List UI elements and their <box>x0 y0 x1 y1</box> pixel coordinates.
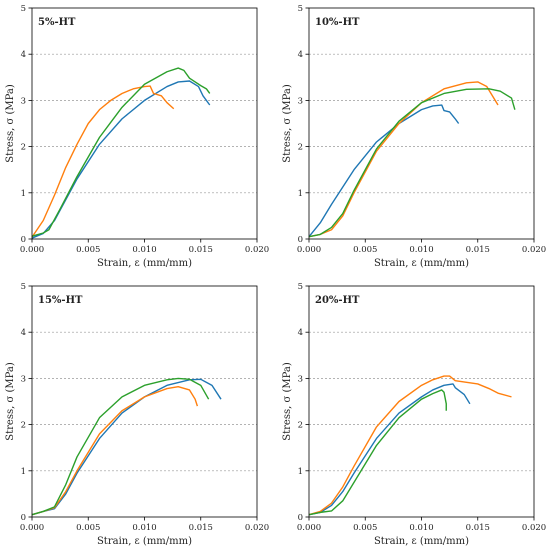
y-tick-label: 2 <box>21 421 26 431</box>
series-line-1 <box>308 383 471 516</box>
axes-frame <box>31 7 258 240</box>
series-line-2 <box>308 81 499 238</box>
series-line-1 <box>31 378 222 516</box>
x-tick-label: 0.020 <box>245 245 269 255</box>
x-tick-label: 0.000 <box>297 245 321 255</box>
y-tick-label: 4 <box>298 328 303 338</box>
y-tick-label: 2 <box>298 421 303 431</box>
y-tick-label: 3 <box>298 374 303 384</box>
chart-panel-2: 0.000 0.005 0.010 0.015 0.020 0 1 2 3 4 5 Strain, ε… <box>282 4 546 269</box>
x-tick-label: 0.000 <box>20 523 44 533</box>
x-tick-label: 0.005 <box>76 245 100 255</box>
x-tick-label: 0.005 <box>76 523 100 533</box>
x-tick-label: 0.015 <box>466 523 490 533</box>
y-tick-label: 1 <box>21 189 26 199</box>
series-line-1 <box>31 80 211 239</box>
y-axis-label: Stress, σ (MPa) <box>5 362 16 441</box>
series-line-2 <box>308 375 512 516</box>
y-tick-label: 1 <box>298 189 303 199</box>
x-tick-label: 0.000 <box>297 523 321 533</box>
y-tick-label: 0 <box>21 235 26 245</box>
x-tick-label: 0.005 <box>353 523 377 533</box>
series-line-2 <box>31 386 199 516</box>
x-tick-label: 0.000 <box>20 245 44 255</box>
y-axis-label: Stress, σ (MPa) <box>5 84 16 163</box>
x-tick-label: 0.020 <box>522 523 546 533</box>
series-line-3 <box>31 377 210 516</box>
x-tick-label: 0.010 <box>409 523 433 533</box>
y-tick-label: 3 <box>21 374 26 384</box>
x-tick-label: 0.020 <box>522 245 546 255</box>
panel-title: 20%-HT <box>315 295 360 306</box>
y-tick-label: 5 <box>21 282 26 292</box>
y-tick-label: 4 <box>21 50 26 60</box>
y-tick-label: 2 <box>298 143 303 153</box>
y-tick-label: 1 <box>298 467 303 477</box>
x-tick-label: 0.010 <box>132 523 156 533</box>
chart-panel-1: 0.000 0.005 0.010 0.015 0.020 0 1 2 3 4 5 Strain, ε… <box>5 4 269 269</box>
axes-frame <box>308 7 535 240</box>
y-axis-label: Stress, σ (MPa) <box>282 362 293 441</box>
x-tick-label: 0.020 <box>245 523 269 533</box>
y-tick-label: 1 <box>21 467 26 477</box>
x-tick-label: 0.010 <box>409 245 433 255</box>
y-tick-label: 2 <box>21 143 26 153</box>
y-tick-label: 0 <box>21 513 26 523</box>
x-axis-label: Strain, ε (mm/mm) <box>374 258 469 269</box>
x-tick-label: 0.015 <box>189 245 213 255</box>
y-tick-label: 4 <box>298 50 303 60</box>
axes-frame <box>31 285 258 518</box>
axes-frame <box>308 285 535 518</box>
series-line-3 <box>308 389 447 516</box>
series-line-3 <box>31 67 211 237</box>
x-tick-label: 0.015 <box>189 523 213 533</box>
y-tick-label: 5 <box>298 282 303 292</box>
series-line-2 <box>31 85 175 238</box>
panel-title: 10%-HT <box>315 17 360 28</box>
y-tick-label: 4 <box>21 328 26 338</box>
y-tick-label: 0 <box>298 235 303 245</box>
y-tick-label: 5 <box>298 4 303 14</box>
panel-title: 15%-HT <box>38 295 83 306</box>
series-line-3 <box>308 88 516 238</box>
x-tick-label: 0.005 <box>353 245 377 255</box>
y-tick-label: 5 <box>21 4 26 14</box>
panel-title: 5%-HT <box>38 17 76 28</box>
series-line-1 <box>308 104 460 238</box>
x-tick-label: 0.010 <box>132 245 156 255</box>
chart-panel-4: 0.000 0.005 0.010 0.015 0.020 0 1 2 3 4 5 Strain, ε… <box>282 282 546 547</box>
y-axis-label: Stress, σ (MPa) <box>282 84 293 163</box>
y-tick-label: 0 <box>298 513 303 523</box>
x-axis-label: Strain, ε (mm/mm) <box>97 258 192 269</box>
x-axis-label: Strain, ε (mm/mm) <box>374 536 469 547</box>
y-tick-label: 3 <box>21 96 26 106</box>
x-tick-label: 0.015 <box>466 245 490 255</box>
chart-panel-3: 0.000 0.005 0.010 0.015 0.020 0 1 2 3 4 5 Strain, ε… <box>5 282 269 547</box>
x-axis-label: Strain, ε (mm/mm) <box>97 536 192 547</box>
y-tick-label: 3 <box>298 96 303 106</box>
